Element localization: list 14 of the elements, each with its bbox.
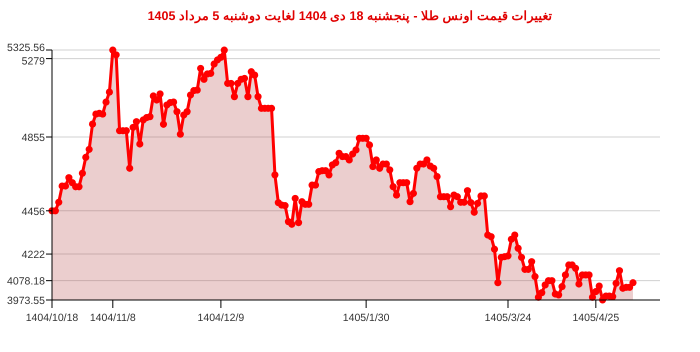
y-tick-label: 5279 xyxy=(22,56,46,68)
y-tick-label: 4222 xyxy=(22,249,46,262)
x-tick-label: 1404/11/8 xyxy=(90,312,136,324)
y-tick-label: 5325.56 xyxy=(7,42,46,54)
y-tick-label: 4078.18 xyxy=(7,276,46,288)
x-tick-label: 1405/4/25 xyxy=(572,312,620,324)
y-tick-label: 3973.55 xyxy=(7,295,46,307)
x-tick-label: 1404/10/18 xyxy=(26,312,78,324)
x-tick-label: 1404/12/9 xyxy=(198,312,244,324)
x-tick-label: 1405/3/24 xyxy=(484,312,532,324)
y-tick-label: 4456 xyxy=(22,206,46,218)
chart-title: تغییرات قیمت اونس طلا - پنجشنبه 18 دی 1404 لغایت دوشنبه 5 مرداد 1405 xyxy=(148,9,552,24)
x-tick-label: 1405/1/30 xyxy=(342,312,390,324)
y-tick-label: 4855 xyxy=(22,132,46,144)
